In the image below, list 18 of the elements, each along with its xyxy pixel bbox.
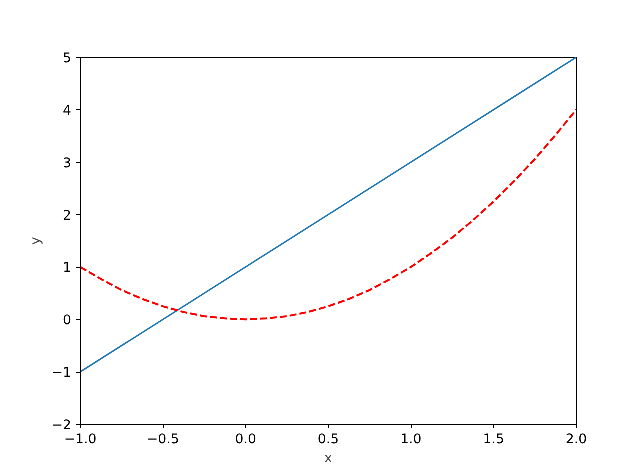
- line-series: [80, 108, 576, 321]
- x-tick-label: 2.0: [566, 432, 588, 448]
- y-tick-label: −2: [52, 418, 72, 434]
- x-tick-label: 1.5: [483, 432, 504, 448]
- y-tick-label: 3: [63, 156, 72, 172]
- y-axis-title: y: [28, 236, 44, 245]
- x-tick-label: −1.0: [64, 432, 97, 448]
- y-tick-label: 1: [63, 261, 72, 276]
- y-tick-label: 4: [63, 104, 72, 119]
- x-tick-label: 0.5: [318, 432, 340, 448]
- x-tick-label: 1.0: [400, 432, 422, 448]
- y-tick-label: 5: [63, 52, 72, 66]
- x-axis-title: x: [324, 452, 333, 466]
- x-tick-label: 0.0: [235, 432, 256, 448]
- y-tick-label: 2: [63, 208, 72, 224]
- x-tick-label: −0.5: [146, 432, 180, 448]
- y-tick-label: 0: [63, 314, 72, 329]
- y-tick-label: −1: [52, 366, 72, 382]
